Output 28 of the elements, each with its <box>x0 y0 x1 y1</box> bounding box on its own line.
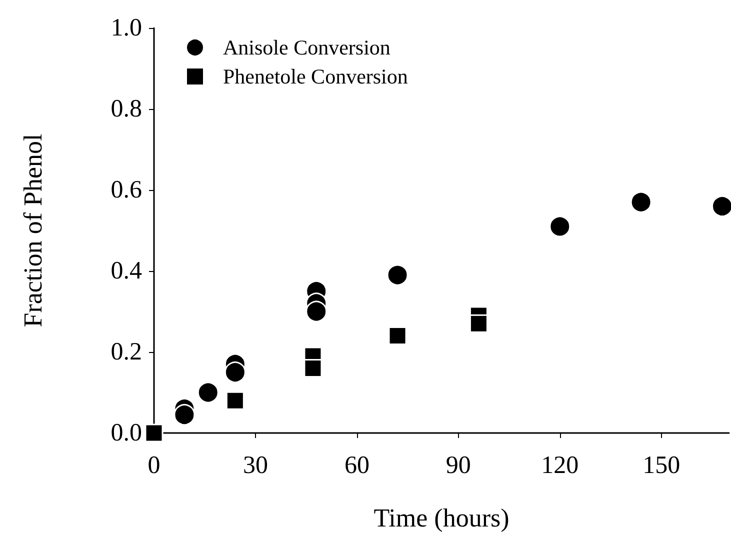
x-tick-label: 60 <box>344 452 370 479</box>
x-tick-label: 120 <box>541 452 579 479</box>
point <box>469 314 488 333</box>
point <box>144 424 164 442</box>
point <box>174 404 196 426</box>
point <box>549 216 571 238</box>
point <box>306 300 328 322</box>
x-tick-label: 90 <box>446 452 471 479</box>
point <box>388 326 407 346</box>
y-axis-title: Fraction of Phenol <box>18 134 48 328</box>
x-tick-label: 30 <box>242 452 268 479</box>
y-tick-label: 0.8 <box>110 96 142 122</box>
point <box>386 264 408 286</box>
y-tick-label: 1.0 <box>110 14 142 42</box>
legend-label: Phenetole Conversion <box>223 64 408 88</box>
point <box>226 391 244 410</box>
legend-label: Anisole Conversion <box>223 36 391 60</box>
y-tick-label: 0.0 <box>110 420 142 446</box>
point <box>197 382 219 404</box>
point <box>224 362 246 383</box>
y-tick-label: 0.2 <box>110 338 142 366</box>
x-tick-label: 150 <box>642 452 680 479</box>
x-axis-title: Time (hours) <box>374 504 510 532</box>
x-tick-label: 0 <box>148 452 160 479</box>
point <box>304 358 322 378</box>
y-tick-label: 0.6 <box>110 176 142 204</box>
y-tick-label: 0.4 <box>110 258 142 284</box>
point <box>630 191 652 213</box>
